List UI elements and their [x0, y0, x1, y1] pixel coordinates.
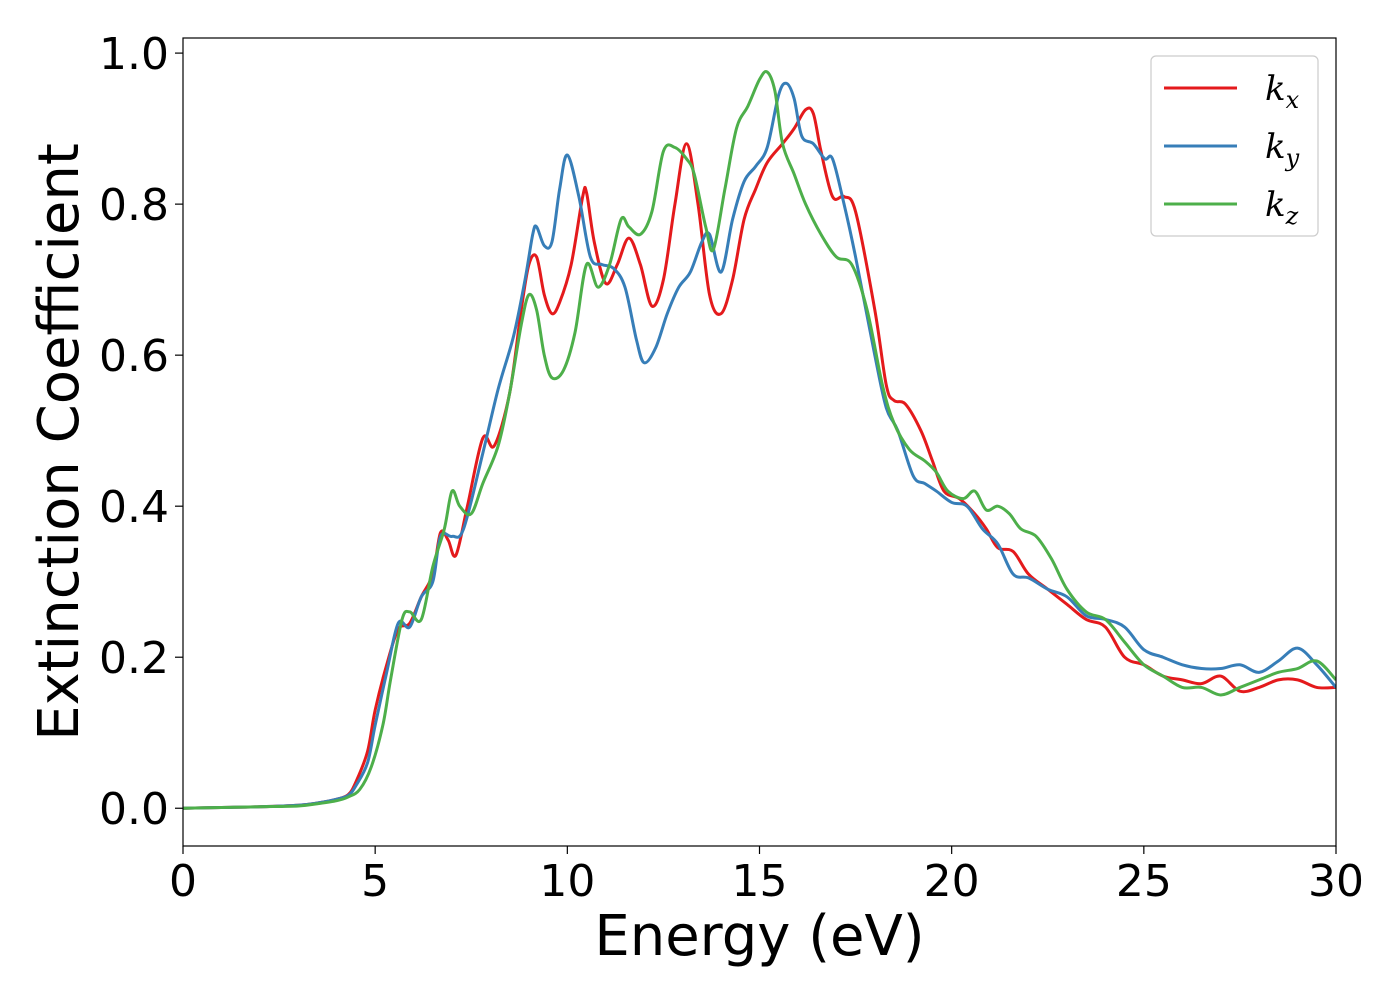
legend-label-sub: x [1286, 86, 1300, 114]
legend-label-ky: ky [1265, 127, 1300, 172]
legend-label-main: k [1265, 127, 1286, 167]
y-tick-label: 0.8 [99, 180, 169, 231]
series-line-kx [183, 106, 1336, 810]
x-tick-label: 5 [361, 856, 389, 907]
legend-label-main: k [1265, 69, 1286, 109]
plot-area [183, 70, 1336, 810]
x-axis-title: Energy (eV) [594, 904, 924, 969]
y-tick-label: 0.6 [99, 331, 169, 382]
series-line-kz [183, 70, 1336, 810]
y-tick-label: 1.0 [99, 29, 169, 80]
x-tick-label: 0 [169, 856, 197, 907]
y-tick-label: 0.0 [99, 784, 169, 835]
legend-label-sub: z [1285, 202, 1299, 230]
x-tick-label: 30 [1308, 856, 1364, 907]
x-tick-label: 15 [732, 856, 788, 907]
y-tick-label: 0.4 [99, 482, 169, 533]
y-axis: 0.0 0.2 0.4 0.6 0.8 1.0 [99, 29, 183, 835]
legend-label-sub: y [1285, 144, 1300, 172]
legend-label-kz: kz [1265, 185, 1299, 230]
x-tick-label: 25 [1116, 856, 1172, 907]
x-axis: 0 5 10 15 20 25 30 [169, 846, 1364, 907]
legend-label-kx: kx [1265, 69, 1300, 114]
y-axis-title: Extinction Coefficient [27, 143, 92, 741]
series-line-ky [183, 81, 1336, 810]
x-tick-label: 20 [924, 856, 980, 907]
y-tick-label: 0.2 [99, 633, 169, 684]
legend-label-main: k [1265, 185, 1286, 225]
x-tick-label: 10 [539, 856, 595, 907]
